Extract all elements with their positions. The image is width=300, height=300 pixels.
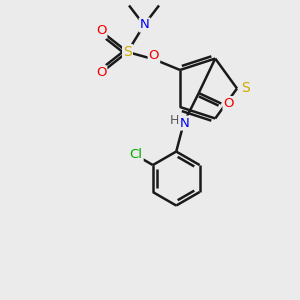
Text: N: N	[140, 19, 149, 32]
Text: Cl: Cl	[130, 148, 143, 161]
Text: O: O	[224, 97, 234, 110]
Text: O: O	[149, 50, 159, 62]
Text: H: H	[169, 114, 179, 127]
Text: O: O	[96, 67, 106, 80]
Text: S: S	[241, 82, 250, 95]
Text: S: S	[123, 45, 132, 59]
Text: O: O	[96, 25, 106, 38]
Text: N: N	[179, 116, 189, 130]
